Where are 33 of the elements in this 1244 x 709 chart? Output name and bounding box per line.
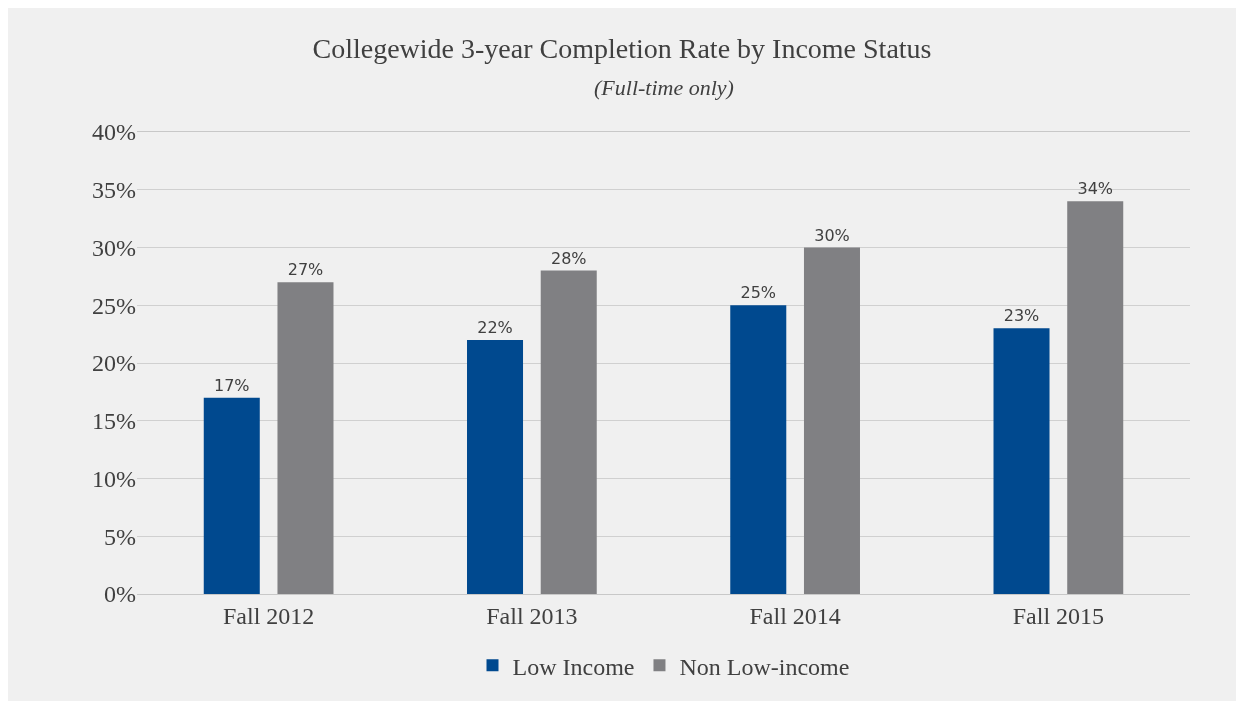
y-tick-label: 10% [92,465,136,492]
data-label: 28% [550,248,587,268]
bar [540,270,597,594]
data-label: 25% [740,283,777,303]
y-tick-label: 15% [92,408,136,435]
bar [993,328,1050,594]
bar [1067,201,1124,594]
legend-label: Non Low-income [679,653,850,680]
y-tick-label: 40% [92,119,136,146]
data-label: 34% [1077,179,1114,199]
data-label: 23% [1003,306,1040,326]
bar [277,282,334,594]
chart-subtitle: (Full-time only) [594,75,734,100]
chart-title: Collegewide 3-year Completion Rate by Income Status [312,32,932,64]
x-tick-label: Fall 2014 [749,602,841,629]
bar [803,247,860,594]
legend-label: Low Income [512,653,635,680]
y-tick-label: 25% [92,292,136,319]
data-label: 17% [213,375,250,395]
bar [467,339,524,594]
data-label: 30% [814,225,850,245]
y-tick-label: 30% [92,234,136,261]
data-label: 27% [287,260,324,280]
x-tick-label: Fall 2013 [486,602,578,629]
y-tick-label: 0% [104,581,136,608]
y-tick-label: 5% [104,523,136,550]
x-tick-label: Fall 2012 [222,602,315,629]
y-tick-label: 35% [92,177,136,204]
bar [730,305,787,594]
x-tick-label: Fall 2015 [1012,602,1105,629]
data-label: 22% [477,317,513,337]
y-tick-label: 20% [92,350,136,377]
bar [203,397,260,594]
